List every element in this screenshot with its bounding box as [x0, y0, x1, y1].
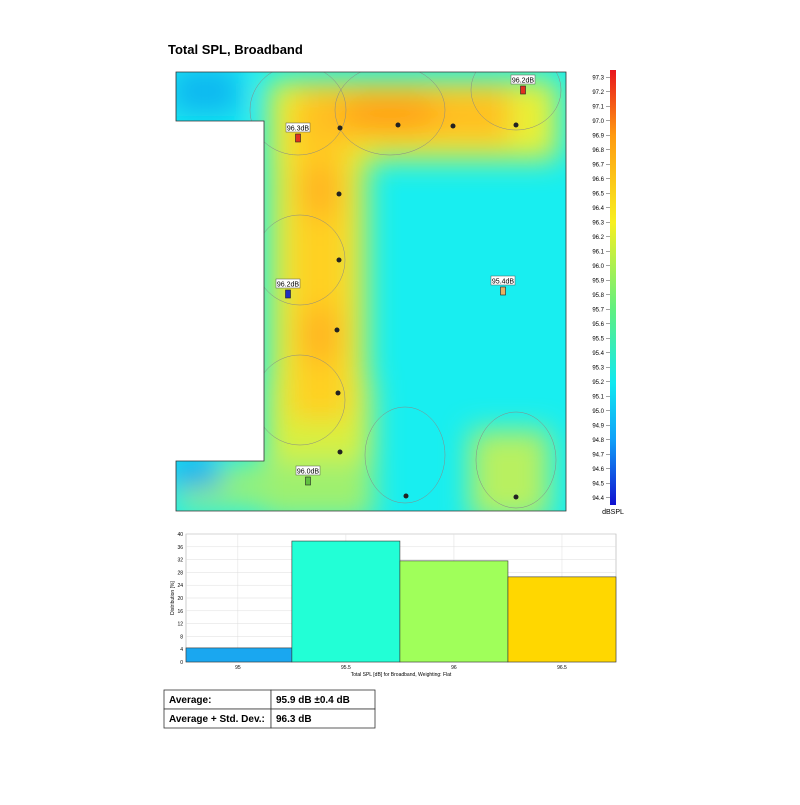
y-tick-label: 40	[177, 532, 183, 538]
colorbar-tick-label: 94.8	[592, 438, 604, 444]
colorbar-tick-label: 94.7	[592, 452, 604, 458]
colorbar-tick-label: 96.9	[592, 133, 604, 139]
colorbar-tick-label: 95.7	[592, 307, 604, 313]
y-tick-label: 12	[177, 622, 183, 628]
colorbar-tick-label: 95.2	[592, 380, 604, 386]
bar	[507, 576, 617, 663]
room-outline	[175, 71, 567, 512]
receiver-label-box	[510, 74, 536, 85]
colorbar-tick-label: 95.8	[592, 293, 604, 299]
colorbar-tick-label: 95.6	[592, 322, 604, 328]
colorbar-tick-label: 97.0	[592, 119, 604, 125]
colorbar-tick-label: 96.1	[592, 249, 604, 255]
y-tick-label: 32	[177, 558, 183, 564]
colorbar-tick-label: 96.2	[592, 235, 604, 241]
colorbar-tick-label: 94.9	[592, 423, 604, 429]
colorbar-tick-label: 94.5	[592, 481, 604, 487]
y-tick-label: 28	[177, 570, 183, 576]
table-cell-text: Average + Std. Dev.:	[169, 714, 265, 725]
colorbar-tick-label: 95.9	[592, 278, 604, 284]
receiver-label-box	[490, 275, 516, 286]
receiver-label-box	[295, 465, 321, 476]
colorbar	[610, 70, 616, 505]
colorbar-label: dBSPL	[602, 509, 624, 516]
receiver-label: 96.2dB	[277, 282, 300, 289]
receiver	[500, 286, 506, 296]
receiver	[295, 133, 301, 143]
bar	[185, 647, 293, 663]
colorbar-tick-label: 95.0	[592, 409, 604, 415]
y-tick-label: 20	[177, 596, 183, 602]
receiver-label: 96.3dB	[287, 126, 310, 133]
title: Total SPL, Broadband	[168, 42, 303, 57]
y-tick-label: 36	[177, 545, 183, 551]
x-tick-label: 95.5	[341, 665, 351, 671]
colorbar-tick-label: 95.3	[592, 365, 604, 371]
receiver-label-box	[285, 122, 311, 133]
y-tick-label: 8	[180, 634, 183, 640]
y-axis-label: Distribution [%]	[170, 581, 176, 615]
x-tick-label: 96.5	[557, 665, 567, 671]
bar	[291, 540, 401, 663]
colorbar-tick-label: 97.2	[592, 90, 604, 96]
y-tick-label: 16	[177, 609, 183, 615]
colorbar-tick-label: 94.4	[592, 496, 604, 502]
table-cell-text: Average:	[169, 695, 211, 706]
table-cell-text: 96.3 dB	[276, 714, 312, 725]
colorbar-tick-label: 96.6	[592, 177, 604, 183]
colorbar-tick-label: 95.5	[592, 336, 604, 342]
colorbar-tick-label: 96.5	[592, 191, 604, 197]
colorbar-tick-label: 95.4	[592, 351, 604, 357]
y-tick-label: 4	[180, 647, 183, 653]
colorbar-tick-label: 95.1	[592, 394, 604, 400]
receiver-label: 96.0dB	[297, 469, 320, 476]
receivers: 96.2dB 96.3dB 96.2dB 95.4dB 96.0dB	[275, 74, 536, 486]
receiver	[285, 289, 291, 299]
y-tick-label: 0	[180, 660, 183, 666]
receiver	[305, 476, 311, 486]
colorbar-tick-label: 96.7	[592, 162, 604, 168]
colorbar-tick-label: 96.0	[592, 264, 604, 270]
table-cell-text: 95.9 dB ±0.4 dB	[276, 695, 350, 706]
colorbar-tick-label: 96.4	[592, 206, 604, 212]
x-tick-label: 95	[235, 665, 241, 671]
x-axis-label: Total SPL [dB] for Broadband, Weighting:…	[351, 672, 452, 678]
colorbar-tick-label: 97.1	[592, 104, 604, 110]
receiver-label: 96.2dB	[512, 78, 535, 85]
y-tick-label: 24	[177, 583, 183, 589]
stats-table: Average: 95.9 dB ±0.4 dB Average + Std. De…	[163, 689, 376, 729]
colorbar-tick-label: 94.6	[592, 467, 604, 473]
bar	[399, 560, 509, 663]
colorbar-tick-label: 97.3	[592, 75, 604, 81]
receiver-label: 95.4dB	[492, 279, 515, 286]
x-tick-label: 96	[451, 665, 457, 671]
receiver-label-box	[275, 278, 301, 289]
receiver	[520, 85, 526, 95]
colorbar-tick-label: 96.8	[592, 148, 604, 154]
colorbar-tick-label: 96.3	[592, 220, 604, 226]
table-cell	[270, 708, 376, 729]
